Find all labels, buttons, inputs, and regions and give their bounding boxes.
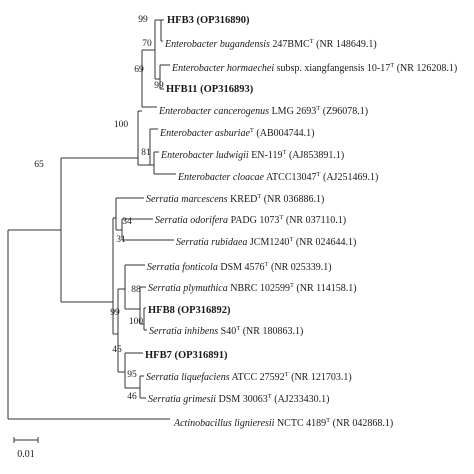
bootstrap-hfb3-clade: 99 (138, 15, 148, 25)
bootstrap-hfb11-clade: 99 (154, 81, 164, 91)
leaf-label-s-rubidaea: Serratia rubidaea JCM1240T (NR 024644.1) (176, 236, 356, 248)
leaf-label-hfb8: HFB8 (OP316892) (148, 305, 231, 316)
scale-bar: 0.01 (13, 437, 39, 460)
leaf-label-a-lignieresii: Actinobacillus lignieresii NCTC 4189T (N… (173, 417, 393, 429)
leaf-labels: HFB3 (OP316890) Enterobacter bugandensis… (145, 15, 457, 429)
leaf-label-s-plymuthica: Serratia plymuthica NBRC 102599T (NR 114… (148, 282, 357, 294)
leaf-label-e-cancerogenus: Enterobacter cancerogenus LMG 2693T (Z96… (158, 105, 368, 117)
leaf-label-s-inhibens: Serratia inhibens S40T (NR 180863.1) (149, 325, 303, 337)
leaf-label-s-grimesii: Serratia grimesii DSM 30063T (AJ233430.1… (148, 393, 330, 405)
leaf-label-e-cloacae: Enterobacter cloacae ATCC13047T (AJ25146… (177, 171, 378, 183)
bootstrap-marcescens-clade: 34 (122, 217, 132, 227)
leaf-label-e-ludwigii: Enterobacter ludwigii EN-119T (AJ853891.… (160, 149, 344, 161)
bootstrap-enterobacter-clade: 100 (114, 120, 129, 130)
leaf-label-s-odorifera: Serratia odorifera PADG 1073T (NR 037110… (155, 214, 346, 226)
leaf-label-hfb3: HFB3 (OP316890) (167, 15, 250, 26)
bootstrap-liquefaciens-group: 45 (112, 345, 122, 355)
leaf-label-s-marcescens: Serratia marcescens KREDT (NR 036886.1) (146, 193, 324, 205)
bootstrap-cancerogenus-clade: 69 (134, 65, 144, 75)
leaf-label-e-hormaechei: Enterobacter hormaechei subsp. xiangfang… (171, 62, 457, 74)
bootstrap-grimesii-clade: 46 (127, 392, 137, 402)
bootstrap-hfb8-clade: 100 (129, 317, 144, 327)
tree-branches (7, 19, 176, 420)
leaf-label-hfb7: HFB7 (OP316891) (145, 350, 228, 361)
bootstrap-hormaechei-clade: 70 (142, 39, 152, 49)
bootstrap-liquefaciens-clade: 95 (127, 370, 137, 380)
leaf-label-s-fonticola: Serratia fonticola DSM 4576T (NR 025339.… (147, 261, 332, 273)
leaf-label-e-bugandensis: Enterobacter bugandensis 247BMCT (NR 148… (164, 38, 377, 50)
bootstrap-root-ingroup: 65 (34, 160, 44, 170)
bootstrap-odorifera-clade: 31 (116, 235, 126, 245)
leaf-label-s-liquefaciens: Serratia liquefaciens ATCC 27592T (NR 12… (146, 371, 352, 383)
leaf-label-e-asburiae: Enterobacter asburiaeT (AB004744.1) (159, 127, 314, 139)
bootstrap-plymuthica-clade: 88 (131, 285, 141, 295)
bootstrap-fonticola-clade: 99 (110, 308, 120, 318)
scale-bar-label: 0.01 (17, 449, 35, 460)
leaf-label-hfb11: HFB11 (OP316893) (166, 84, 254, 95)
bootstrap-ludwigii-clade: 81 (141, 148, 151, 158)
bootstrap-values: 99 70 99 69 100 81 65 34 31 88 100 99 45… (34, 15, 164, 402)
